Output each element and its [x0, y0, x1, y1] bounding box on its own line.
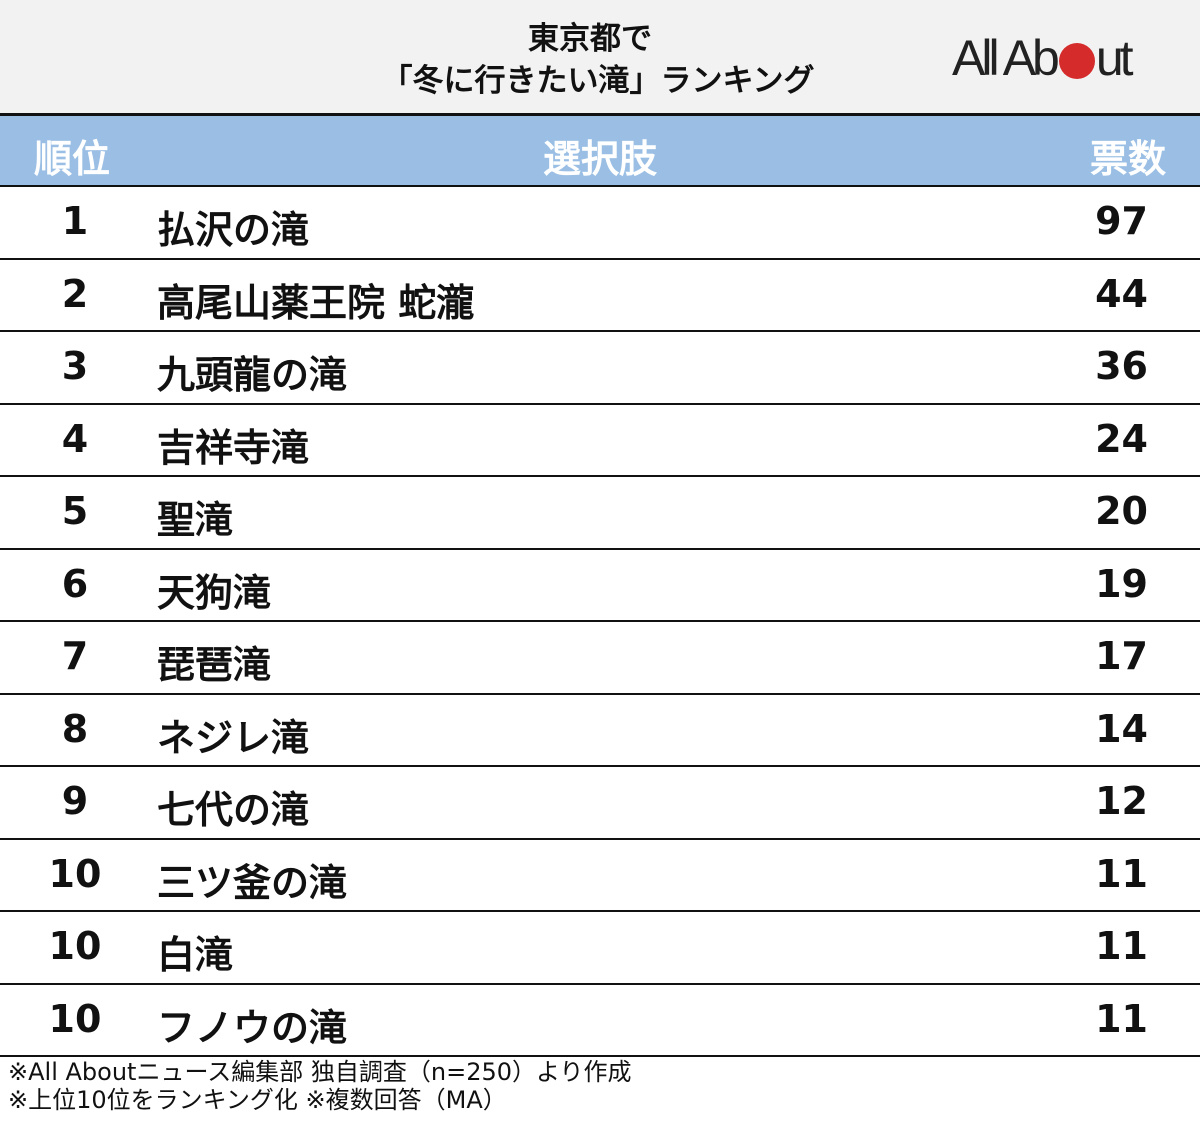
table-row: 9 七代の滝 12: [0, 767, 1200, 840]
rank-cell: 3: [61, 344, 89, 388]
votes-cell: 11: [1095, 996, 1148, 1041]
name-cell: 三ツ釜の滝: [157, 860, 348, 905]
table-row: 10 フノウの滝 11: [0, 985, 1200, 1057]
votes-cell: 11: [1095, 924, 1148, 968]
logo-text-right: ut: [1095, 30, 1134, 86]
votes-cell: 44: [1095, 271, 1148, 316]
name-cell: 聖滝: [157, 498, 234, 542]
logo-red-dot-icon: [1058, 43, 1095, 79]
votes-cell: 20: [1095, 489, 1148, 533]
column-header-votes: 票数: [1089, 137, 1166, 181]
votes-cell: 97: [1095, 199, 1148, 243]
name-cell: ネジレ滝: [157, 715, 310, 760]
column-header-choice: 選択肢: [542, 137, 657, 181]
allabout-logo: All Ab ut: [952, 28, 1134, 88]
rank-cell: 2: [61, 271, 89, 316]
ranking-table-body: 1 払沢の滝 97 2 高尾山薬王院 蛇瀧 44 3 九頭龍の滝 36 4 吉祥…: [0, 187, 1200, 1057]
rank-cell: 10: [48, 996, 102, 1041]
name-cell: 白滝: [157, 933, 234, 977]
name-cell: 吉祥寺滝: [157, 425, 310, 470]
column-header-rank: 順位: [34, 137, 111, 181]
rank-cell: 1: [61, 199, 89, 243]
chart-title: 東京都で 「冬に行きたい滝」ランキング: [0, 18, 1200, 102]
table-row: 5 聖滝 20: [0, 477, 1200, 550]
name-cell: 琵琶滝: [157, 643, 272, 687]
title-line-1: 東京都で: [528, 21, 652, 57]
votes-cell: 36: [1095, 344, 1148, 388]
footnote-source: ※All Aboutニュース編集部 独自調査（n=250）より作成: [8, 1058, 632, 1086]
title-line-2: 「冬に行きたい滝」ランキング: [381, 63, 815, 99]
table-row: 10 三ツ釜の滝 11: [0, 840, 1200, 912]
name-cell: 七代の滝: [157, 788, 310, 832]
name-cell: 天狗滝: [157, 570, 272, 615]
logo-text-left: All Ab: [952, 30, 1060, 86]
votes-cell: 17: [1095, 634, 1148, 678]
name-cell: 高尾山薬王院 蛇瀧: [157, 280, 475, 325]
rank-cell: 6: [61, 561, 89, 606]
table-row: 3 九頭龍の滝 36: [0, 332, 1200, 405]
rank-cell: 4: [61, 416, 89, 461]
table-row: 10 白滝 11: [0, 912, 1200, 985]
votes-cell: 12: [1095, 779, 1148, 823]
name-cell: フノウの滝: [157, 1005, 348, 1050]
name-cell: 払沢の滝: [157, 208, 310, 252]
footnote-method: ※上位10位をランキング化 ※複数回答（MA）: [8, 1086, 507, 1114]
table-row: 6 天狗滝 19: [0, 550, 1200, 622]
votes-cell: 24: [1095, 416, 1148, 461]
rank-cell: 9: [61, 779, 89, 823]
rank-cell: 5: [61, 489, 89, 533]
table-row: 2 高尾山薬王院 蛇瀧 44: [0, 260, 1200, 332]
rank-cell: 10: [48, 851, 102, 896]
rank-cell: 8: [61, 706, 89, 751]
name-cell: 九頭龍の滝: [157, 353, 348, 397]
votes-cell: 19: [1095, 561, 1148, 606]
header: 東京都で 「冬に行きたい滝」ランキング All Ab ut: [0, 0, 1200, 116]
rank-cell: 7: [61, 634, 89, 678]
table-row: 1 払沢の滝 97: [0, 187, 1200, 260]
table-row: 7 琵琶滝 17: [0, 622, 1200, 695]
table-row: 8 ネジレ滝 14: [0, 695, 1200, 767]
footnotes: ※All Aboutニュース編集部 独自調査（n=250）より作成 ※上位10位…: [8, 1058, 632, 1114]
rank-cell: 10: [48, 924, 102, 968]
table-header: 順位 選択肢 票数: [0, 116, 1200, 187]
table-row: 4 吉祥寺滝 24: [0, 405, 1200, 477]
votes-cell: 14: [1095, 706, 1148, 751]
votes-cell: 11: [1095, 851, 1148, 896]
